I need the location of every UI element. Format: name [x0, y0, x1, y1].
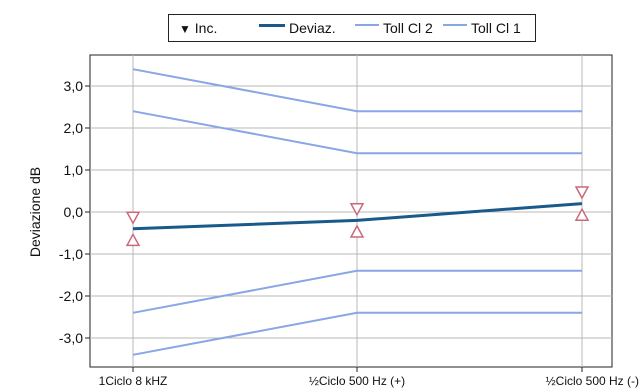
legend-toll2-line: [355, 24, 379, 26]
inc-marker-up-2: [574, 207, 590, 221]
y-tick-label: -2,0: [59, 288, 83, 304]
inc-marker-up-1: [349, 224, 365, 238]
marker-layer: [125, 186, 590, 247]
legend-toll1-line: [443, 24, 467, 26]
series-toll-cl-2-upper: [132, 68, 582, 113]
y-axis-label: Deviazione dB: [27, 167, 43, 257]
x-tick-label: ½Ciclo 500 Hz (-): [546, 374, 639, 388]
series-layer: [132, 68, 583, 356]
y-tick-label: 1,0: [64, 162, 84, 178]
series-toll-cl-1-lower: [132, 269, 582, 314]
y-axis-ticks: 3,0 2,0 1,0 0,0 -1,0 -2,0 -3,0: [59, 78, 90, 346]
grid-lines: [90, 55, 612, 367]
y-tick-label: -3,0: [59, 330, 83, 346]
x-tick-label: ½Ciclo 500 Hz (+): [309, 374, 405, 388]
legend-deviaz-line: [259, 24, 285, 27]
series-toll-cl-2-lower: [132, 311, 582, 356]
inc-marker-down-2: [574, 186, 590, 200]
inc-marker-up-0: [125, 232, 141, 247]
chart-legend: ▼ Inc. Deviaz. Toll Cl 2 Toll Cl 1: [168, 14, 536, 42]
y-tick-label: 0,0: [64, 204, 84, 220]
y-tick-label: 2,0: [64, 120, 84, 136]
legend-inc-label: Inc.: [194, 20, 218, 36]
y-tick-label: -1,0: [59, 246, 83, 262]
plot-area: [89, 54, 613, 368]
y-tick-label: 3,0: [64, 78, 84, 94]
series-toll-cl-1-upper: [132, 110, 582, 155]
legend-toll1-label: Toll Cl 1: [471, 20, 521, 36]
legend-deviaz-label: Deviaz.: [289, 20, 336, 36]
legend-inc: ▼ Inc.: [179, 20, 217, 36]
inc-marker-down-1: [349, 203, 365, 217]
x-axis-ticks: 1Ciclo 8 kHZ ½Ciclo 500 Hz (+) ½Ciclo 500 …: [99, 367, 639, 388]
series-deviaz-line: [132, 202, 583, 231]
x-tick-label: 1Ciclo 8 kHZ: [99, 374, 168, 388]
inc-marker-icon: ▼: [179, 22, 191, 36]
inc-marker-down-0: [125, 211, 141, 225]
legend-toll2-label: Toll Cl 2: [383, 20, 433, 36]
